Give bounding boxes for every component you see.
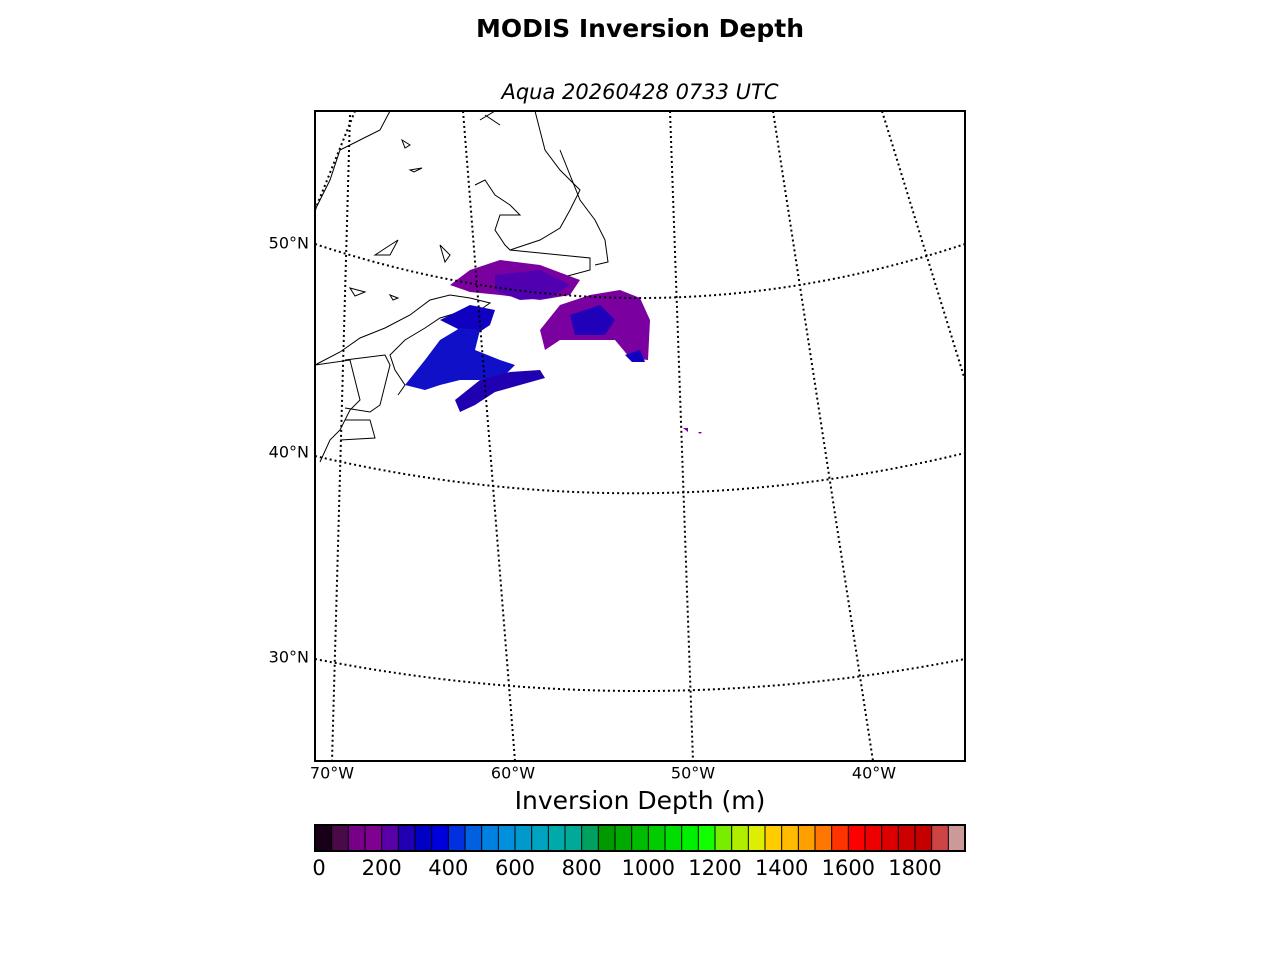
colorbar-segment — [431, 825, 449, 851]
colorbar-segment — [631, 825, 649, 851]
colorbar: 0 200 400 600 800 1000 1200 1400 1600 1800 — [312, 824, 966, 880]
colorbar-segment — [415, 825, 433, 851]
coastlines — [315, 111, 609, 463]
colorbar-tick-label: 1400 — [755, 856, 808, 880]
colorbar-segment — [315, 825, 333, 851]
lat-label: 40°N — [269, 443, 309, 462]
colorbar-segment — [365, 825, 383, 851]
colorbar-segment — [748, 825, 766, 851]
colorbar-segment — [831, 825, 849, 851]
colorbar-segment — [948, 825, 966, 851]
colorbar-tick-label: 600 — [495, 856, 535, 880]
colorbar-tick-label: 1600 — [822, 856, 875, 880]
colorbar-tick-label: 0 — [312, 856, 325, 880]
lat-label: 30°N — [269, 648, 309, 667]
colorbar-segment — [865, 825, 883, 851]
colorbar-segment — [398, 825, 416, 851]
colorbar-segment — [898, 825, 916, 851]
colorbar-segment — [381, 825, 399, 851]
colorbar-segment — [581, 825, 599, 851]
colorbar-segment — [665, 825, 683, 851]
colorbar-segment — [765, 825, 783, 851]
title: MODIS Inversion Depth — [476, 14, 804, 43]
colorbar-segment — [798, 825, 816, 851]
colorbar-segment — [598, 825, 616, 851]
colorbar-segment — [331, 825, 349, 851]
colorbar-segment — [731, 825, 749, 851]
lat-labels: 50°N 40°N 30°N — [269, 234, 309, 667]
colorbar-segment — [531, 825, 549, 851]
colorbar-tick-label: 400 — [428, 856, 468, 880]
colorbar-tick-label: 200 — [362, 856, 402, 880]
colorbar-segment — [348, 825, 366, 851]
colorbar-tick-label: 800 — [562, 856, 602, 880]
colorbar-segment — [481, 825, 499, 851]
colorbar-segment — [615, 825, 633, 851]
colorbar-segment — [565, 825, 583, 851]
colorbar-label: Inversion Depth (m) — [515, 786, 766, 815]
map — [315, 111, 965, 761]
colorbar-tick-label: 1200 — [688, 856, 741, 880]
subtitle: Aqua 20260428 0733 UTC — [499, 80, 778, 104]
colorbar-segment — [681, 825, 699, 851]
colorbar-frame — [314, 824, 966, 852]
lat-label: 50°N — [269, 234, 309, 253]
colorbar-segment — [515, 825, 533, 851]
lon-label: 50°W — [671, 764, 715, 783]
colorbar-segment — [815, 825, 833, 851]
colorbar-segment — [648, 825, 666, 851]
colorbar-segment — [915, 825, 933, 851]
colorbar-segment — [465, 825, 483, 851]
colorbar-segment — [698, 825, 716, 851]
colorbar-segment — [498, 825, 516, 851]
colorbar-tick-label: 1000 — [622, 856, 675, 880]
lon-label: 40°W — [852, 764, 896, 783]
colorbar-segment — [881, 825, 899, 851]
colorbar-segment — [848, 825, 866, 851]
colorbar-tick-label: 1800 — [888, 856, 941, 880]
graticule — [315, 111, 965, 761]
lon-labels: 70°W 60°W 50°W 40°W — [310, 764, 896, 783]
colorbar-segment — [781, 825, 799, 851]
colorbar-segment — [448, 825, 466, 851]
lon-label: 70°W — [310, 764, 354, 783]
colorbar-segment — [548, 825, 566, 851]
colorbar-segment — [715, 825, 733, 851]
map-frame — [314, 110, 966, 762]
colorbar-segment — [931, 825, 949, 851]
inversion-depth-field — [405, 260, 702, 434]
lon-label: 60°W — [491, 764, 535, 783]
